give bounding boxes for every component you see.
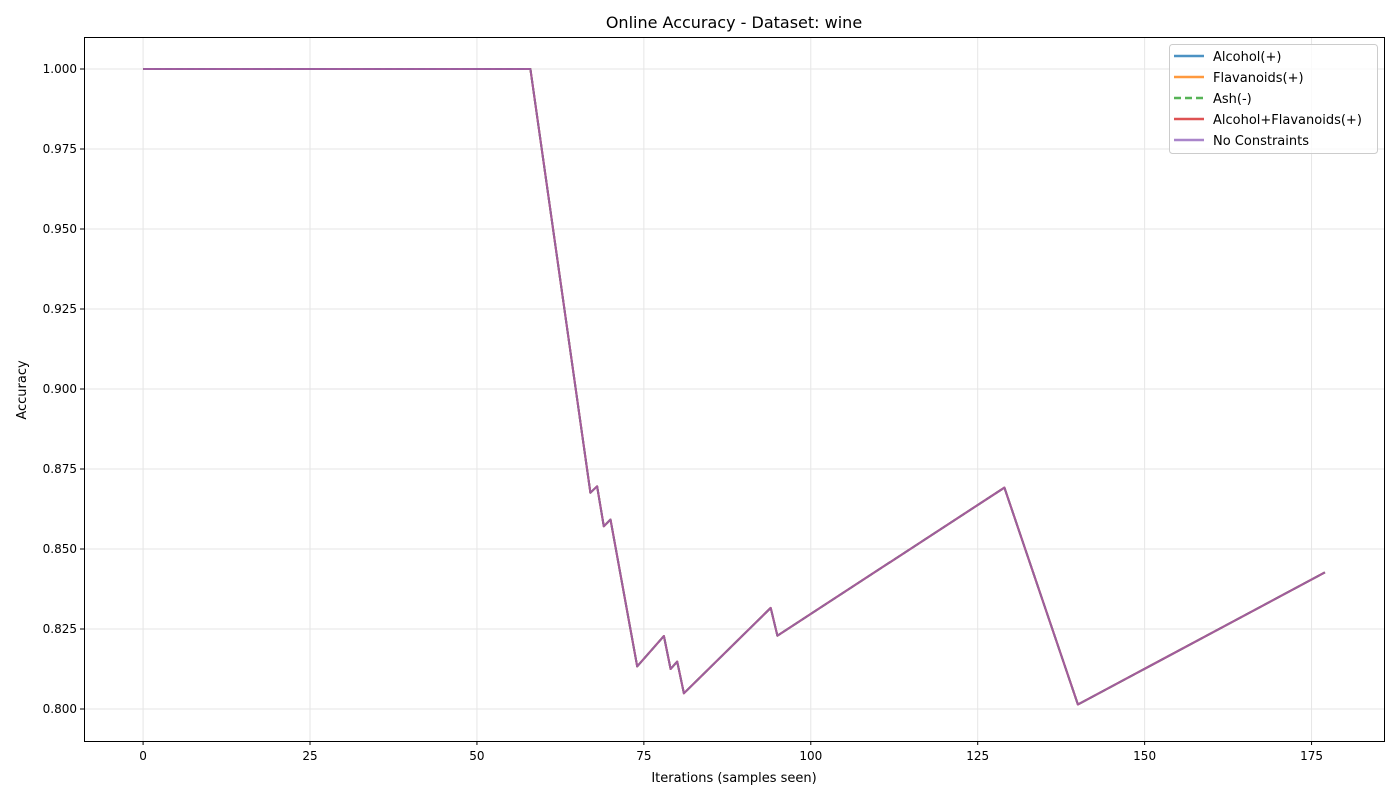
x-axis-ticks: 0 25 50 75 100 125 150 175 [139,741,1323,763]
y-tick-label: 0.925 [43,302,77,316]
y-tick-label: 0.975 [43,142,77,156]
y-tick-label: 0.875 [43,462,77,476]
legend-box [1169,44,1378,154]
legend-label-1: Alcohol(+) [1213,50,1281,65]
series-lines [143,68,1326,706]
legend-label-3: Ash(-) [1213,92,1252,107]
legend-label-5: No Constraints [1213,134,1309,149]
x-tick-label: 25 [302,749,317,763]
y-tick-label: 0.900 [43,382,77,396]
x-tick-label: 175 [1300,749,1323,763]
x-tick-label: 100 [799,749,822,763]
y-tick-label: 1.000 [43,62,77,76]
series-line-5 [143,68,1326,706]
plot-frame [84,37,1385,742]
x-axis-label: Iterations (samples seen) [651,771,816,786]
y-axis-label: Accuracy [15,360,30,420]
x-tick-label: 150 [1133,749,1156,763]
x-tick-label: 0 [139,749,147,763]
y-tick-label: 0.950 [43,222,77,236]
legend-label-4: Alcohol+Flavanoids(+) [1213,113,1362,128]
x-tick-label: 125 [966,749,989,763]
legend: Alcohol(+) Flavanoids(+) Ash(-) Alcohol+Fla… [1169,44,1378,154]
x-tick-label: 75 [636,749,651,763]
legend-label-2: Flavanoids(+) [1213,71,1304,86]
y-tick-label: 0.850 [43,542,77,556]
chart-title: Online Accuracy - Dataset: wine [606,13,862,32]
y-axis-ticks: 0.800 0.825 0.850 0.875 0.900 0.925 0.950 0.975… [43,62,84,716]
y-tick-label: 0.825 [43,622,77,636]
x-tick-label: 50 [469,749,484,763]
grid [84,37,1384,741]
y-tick-label: 0.800 [43,702,77,716]
